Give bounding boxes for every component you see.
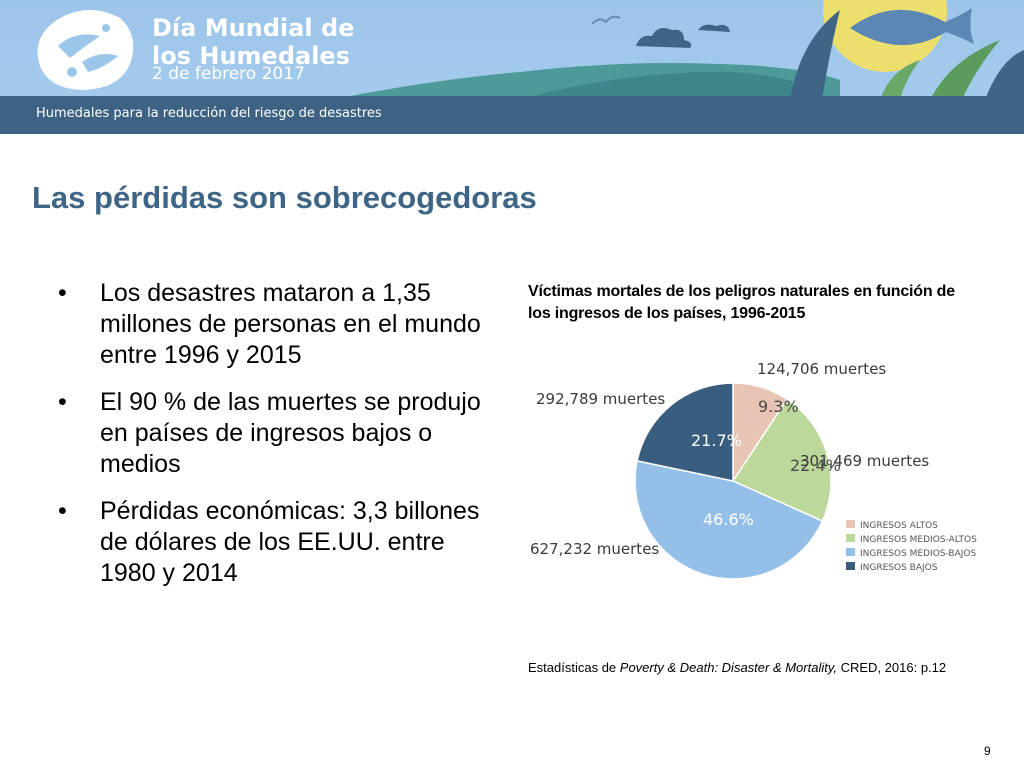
bullet-text: Los desastres mataron a 1,35 millones de… xyxy=(100,279,481,369)
legend-swatch xyxy=(846,520,855,528)
page-number: 9 xyxy=(984,744,991,758)
leaf-shape-4 xyxy=(880,60,920,100)
hill-shape-2 xyxy=(520,71,800,100)
pie-slice xyxy=(636,382,734,482)
banner-strip xyxy=(0,96,1024,134)
banner-artwork xyxy=(330,0,1024,100)
legend-label: INGRESOS MEDIOS-ALTOS xyxy=(860,535,977,545)
slice-percent-label: 21.7% xyxy=(691,431,742,450)
banner-title-line2: los Humedales xyxy=(152,42,350,70)
banner-date: 2 de febrero 2017 xyxy=(152,64,305,84)
pie-slice xyxy=(731,398,832,523)
slice-count-label: 292,789 muertes xyxy=(536,390,665,408)
source-prefix: Estadísticas de xyxy=(528,660,620,675)
bird-shape xyxy=(591,15,621,25)
legend-label: INGRESOS ALTOS xyxy=(860,521,938,531)
chart-title: Víctimas mortales de los peligros natura… xyxy=(528,283,955,322)
leaf-shape-3 xyxy=(985,50,1024,100)
bullet-item: • El 90 % de las muertes se produjo en p… xyxy=(56,387,496,480)
legend-label: INGRESOS MEDIOS-BAJOS xyxy=(860,549,977,559)
pie-chart: 9.3% 124,706 muertes INGRESOS ALTOS 22.4%30… xyxy=(530,360,977,580)
wetlands-logo xyxy=(37,10,134,90)
legend-swatch xyxy=(846,562,855,570)
legend-swatch xyxy=(846,534,855,542)
pie-slice xyxy=(634,459,824,580)
banner-title: Día Mundial de los Humedales xyxy=(152,14,354,70)
bullet-symbol: • xyxy=(58,279,67,307)
slice-count-label: 301,469 muertes xyxy=(800,452,929,470)
fish-shape xyxy=(850,8,974,46)
header-banner: Día Mundial de los Humedales 2 de febrer… xyxy=(0,0,1024,134)
slice-percent-label: 9.3% xyxy=(758,397,799,416)
slice-percent-label: 22.4% xyxy=(790,456,841,475)
slice-count-label: 124,706 muertes xyxy=(757,360,886,378)
slice-percent-label: 46.6% xyxy=(703,510,754,529)
bullet-text: Pérdidas económicas: 3,3 billones de dól… xyxy=(100,497,480,587)
cloud-shape xyxy=(636,28,692,48)
banner-title-line1: Día Mundial de xyxy=(152,14,355,42)
cloud-shape-small xyxy=(698,24,730,32)
slide-title: Las pérdidas son sobrecogedoras xyxy=(32,180,537,215)
leaf-shape xyxy=(790,10,840,100)
legend-label: INGRESOS BAJOS xyxy=(860,563,938,573)
bullet-item: • Los desastres mataron a 1,35 millones … xyxy=(56,278,496,371)
source-suffix: CRED, 2016: p.12 xyxy=(837,660,947,675)
slice-count-label: 627,232 muertes xyxy=(530,540,659,558)
bullet-list: • Los desastres mataron a 1,35 millones … xyxy=(56,278,496,605)
source-title: Poverty & Death: Disaster & Mortality, xyxy=(619,660,837,675)
banner-subtitle: Humedales para la reducción del riesgo d… xyxy=(36,106,382,121)
legend-swatch xyxy=(846,548,855,556)
bullet-symbol: • xyxy=(58,388,67,416)
bullet-item: • Pérdidas económicas: 3,3 billones de d… xyxy=(56,496,496,589)
bullet-text: El 90 % de las muertes se produjo en paí… xyxy=(100,388,481,478)
source-citation: Estadísticas de Poverty & Death: Disaste… xyxy=(528,660,946,675)
leaf-shape-2 xyxy=(930,40,1000,100)
bullet-symbol: • xyxy=(58,497,67,525)
